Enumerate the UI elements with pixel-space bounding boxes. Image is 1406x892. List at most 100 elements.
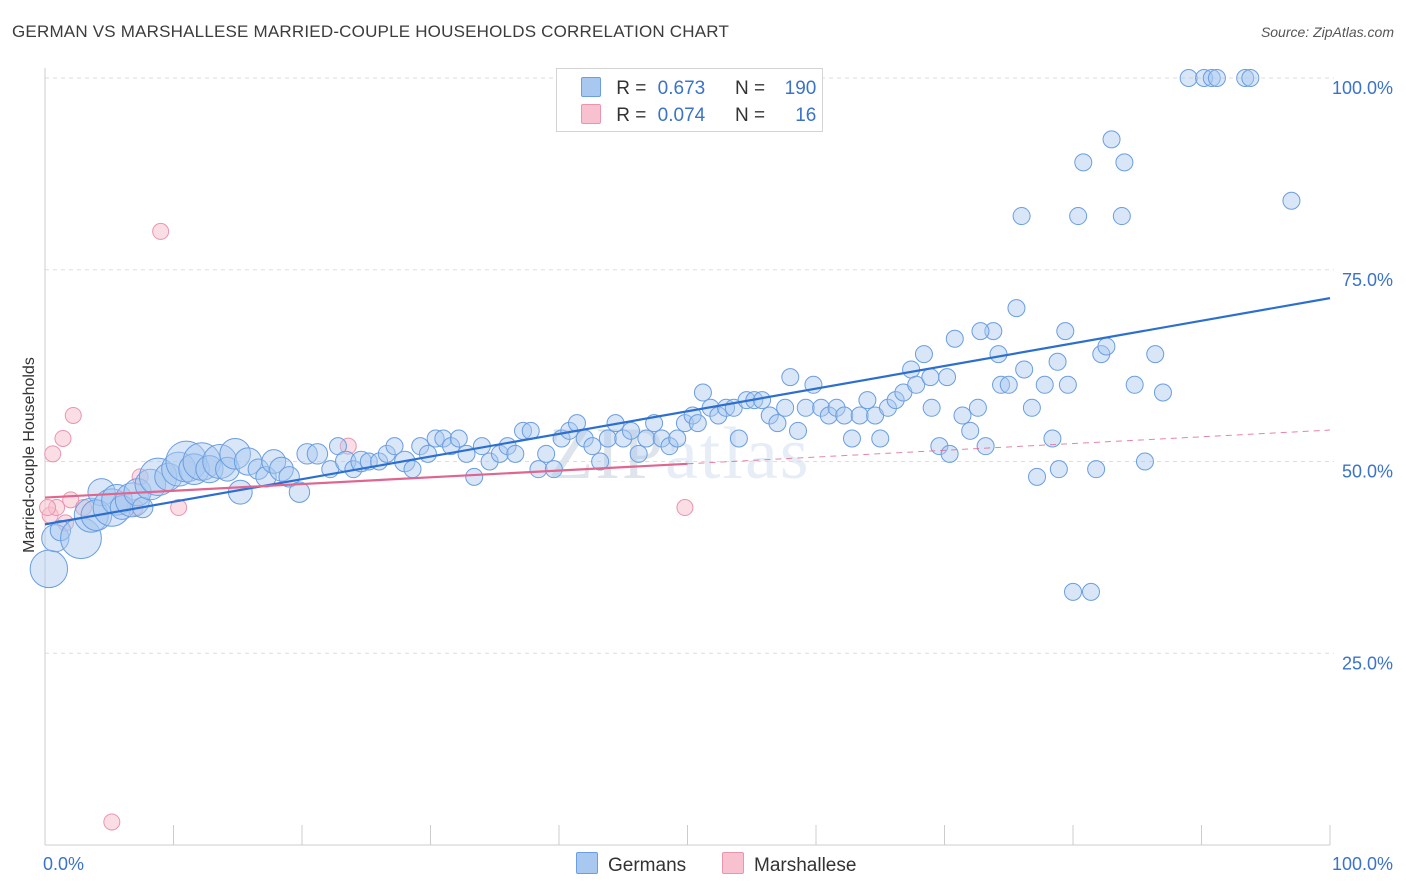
- german-point: [29, 549, 69, 589]
- legend-row-germans: R = 0.673 N = 190: [581, 77, 816, 99]
- germans-r-value: 0.673: [657, 78, 706, 99]
- german-point: [858, 391, 877, 410]
- german-point: [598, 429, 617, 448]
- german-point: [871, 429, 890, 448]
- german-point: [385, 437, 404, 456]
- german-point: [1207, 69, 1226, 87]
- german-point: [621, 421, 640, 440]
- german-point: [583, 437, 602, 456]
- german-point: [945, 329, 964, 348]
- german-point: [377, 444, 396, 463]
- marshallese-trend-extension: [687, 429, 1331, 465]
- german-point: [1241, 69, 1260, 87]
- german-point: [1007, 299, 1026, 318]
- german-point: [842, 429, 861, 448]
- german-point: [1135, 452, 1154, 471]
- german-point: [921, 368, 940, 387]
- german-point: [306, 443, 329, 465]
- german-point: [709, 406, 728, 425]
- bottom-germans-label: Germans: [608, 855, 687, 876]
- german-point: [350, 450, 372, 473]
- german-point: [1035, 375, 1054, 394]
- german-point: [1074, 153, 1093, 172]
- germans-n-label: N =: [734, 78, 766, 99]
- bottom-legend-marshallese: Marshallese: [722, 852, 856, 877]
- german-point: [637, 429, 656, 448]
- german-point: [269, 456, 294, 482]
- german-point: [789, 421, 808, 440]
- german-point: [591, 452, 610, 471]
- marshallese-point: [103, 813, 121, 831]
- german-point: [819, 406, 838, 425]
- german-point: [1028, 467, 1047, 486]
- german-point: [953, 406, 972, 425]
- german-point: [178, 453, 210, 485]
- bottom-marshallese-label: Marshallese: [754, 855, 857, 876]
- german-point: [999, 375, 1018, 394]
- germans-swatch: [581, 77, 601, 97]
- german-point: [984, 322, 1003, 341]
- y-tick-label: 50.0%: [1342, 462, 1393, 482]
- german-point: [101, 484, 133, 516]
- german-point: [1043, 429, 1062, 448]
- y-tick-label: 100.0%: [1332, 78, 1393, 98]
- german-point: [1125, 375, 1144, 394]
- german-point: [1087, 460, 1106, 479]
- german-point: [544, 460, 563, 479]
- german-point: [1153, 383, 1172, 402]
- marshallese-point: [64, 406, 82, 424]
- german-point: [1048, 352, 1067, 371]
- german-point: [1236, 69, 1255, 87]
- german-point: [812, 398, 831, 417]
- german-point: [781, 368, 800, 387]
- german-point: [768, 414, 787, 433]
- chart-source: Source: ZipAtlas.com: [1260, 24, 1394, 40]
- german-point: [1056, 322, 1075, 341]
- y-tick-label: 25.0%: [1342, 653, 1393, 673]
- marshallese-n-label: N =: [734, 105, 766, 126]
- german-point: [1179, 69, 1198, 87]
- german-point: [760, 406, 779, 425]
- german-point: [418, 444, 437, 463]
- y-axis-label: Married-couple Households: [21, 357, 38, 553]
- german-point: [442, 437, 461, 456]
- german-point: [247, 458, 270, 480]
- german-point: [465, 467, 484, 486]
- german-point: [989, 345, 1008, 364]
- german-point: [403, 460, 422, 479]
- german-point: [426, 429, 445, 448]
- marshallese-n-value: 16: [795, 105, 817, 126]
- german-point: [1022, 398, 1041, 417]
- german-point: [537, 444, 556, 463]
- german-point: [675, 414, 694, 433]
- correlation-legend: R = 0.673 N = 190 R = 0.074 N = 16: [556, 68, 823, 132]
- german-point: [902, 360, 921, 379]
- german-point: [1058, 375, 1077, 394]
- german-point: [922, 398, 941, 417]
- german-point: [1115, 153, 1134, 172]
- x-tick-label: 0.0%: [43, 854, 84, 874]
- german-point: [614, 429, 633, 448]
- german-point: [886, 391, 905, 410]
- german-point: [288, 481, 311, 503]
- german-point: [907, 375, 926, 394]
- german-point: [776, 398, 795, 417]
- marshallese-point: [676, 499, 694, 517]
- german-point: [480, 452, 499, 471]
- germans-trend-line: [44, 297, 1331, 526]
- german-point: [668, 429, 687, 448]
- german-point: [1097, 337, 1116, 356]
- german-point: [1102, 130, 1121, 149]
- marshallese-point: [39, 499, 57, 517]
- chart-title: GERMAN VS MARSHALLESE MARRIED-COUPLE HOU…: [12, 22, 730, 41]
- german-point: [434, 429, 453, 448]
- german-point: [652, 429, 671, 448]
- germans-r-label: R =: [616, 78, 647, 99]
- german-point: [976, 437, 995, 456]
- german-point: [1146, 345, 1165, 364]
- german-point: [992, 375, 1011, 394]
- german-point: [835, 406, 854, 425]
- german-point: [449, 429, 468, 448]
- marshallese-point: [339, 437, 357, 455]
- german-point: [1282, 191, 1301, 210]
